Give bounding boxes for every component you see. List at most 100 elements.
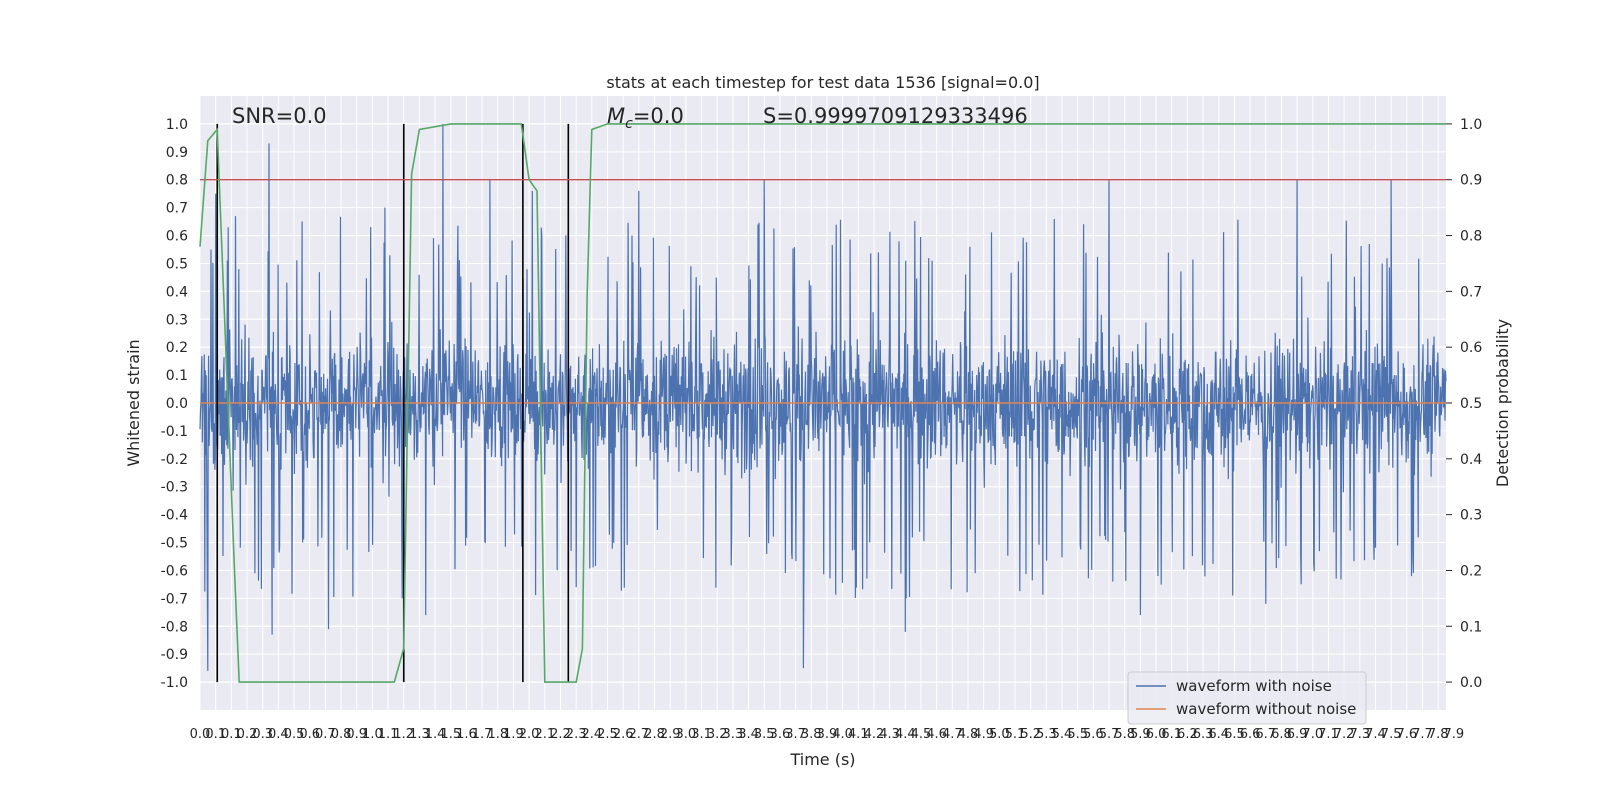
x-tick-labels: 0.00.10.10.20.30.40.50.60.70.80.91.01.11… bbox=[190, 727, 1465, 742]
x-tick-label: 6.1 bbox=[1161, 727, 1182, 742]
x-tick-label: 0.8 bbox=[331, 727, 352, 742]
x-tick-label: 5.8 bbox=[1114, 727, 1135, 742]
x-tick-label: 2.8 bbox=[644, 727, 665, 742]
x-tick-label: 1.4 bbox=[425, 727, 446, 742]
x-tick-label: 4.2 bbox=[864, 727, 885, 742]
x-tick-label: 0.4 bbox=[268, 727, 289, 742]
y-left-tick-label: -0.8 bbox=[161, 619, 188, 635]
x-tick-label: 4.0 bbox=[832, 727, 853, 742]
x-tick-label: 2.7 bbox=[628, 727, 649, 742]
x-tick-label: 0.7 bbox=[315, 727, 336, 742]
x-tick-label: 2.0 bbox=[519, 727, 540, 742]
x-tick-label: 3.4 bbox=[738, 727, 759, 742]
y-axis-left-label: Whitened strain bbox=[124, 339, 143, 466]
snr-annotation: SNR=0.0 bbox=[232, 104, 327, 128]
y-left-tick-label: 0.1 bbox=[166, 368, 188, 384]
x-tick-label: 1.2 bbox=[393, 727, 414, 742]
y-left-tick-label: 0.0 bbox=[166, 396, 188, 412]
y-left-tick-label: 0.8 bbox=[166, 173, 188, 189]
x-tick-label: 2.3 bbox=[566, 727, 587, 742]
y-left-tick-label: 0.5 bbox=[166, 256, 188, 272]
y-left-tick-label: -0.2 bbox=[161, 452, 188, 468]
y-left-tick-labels: 1.0 0.9 0.8 0.7 0.6 0.5 0.4 0.3 0.2 0.1 0.0 -0.1 -0.… bbox=[161, 117, 188, 691]
x-tick-label: 3.2 bbox=[707, 727, 728, 742]
legend: waveform with noise waveform without noi… bbox=[1127, 671, 1367, 725]
x-tick-label: 7.7 bbox=[1412, 727, 1433, 742]
y-right-tick-label: 0.8 bbox=[1460, 229, 1482, 245]
x-tick-label: 4.8 bbox=[958, 727, 979, 742]
x-tick-label: 4.5 bbox=[911, 727, 932, 742]
y-right-tick-label: 0.1 bbox=[1460, 619, 1482, 635]
x-tick-label: 0.1 bbox=[221, 727, 242, 742]
x-tick-label: 1.5 bbox=[440, 727, 461, 742]
x-tick-label: 5.7 bbox=[1099, 727, 1120, 742]
x-tick-label: 1.6 bbox=[456, 727, 477, 742]
x-tick-label: 7.5 bbox=[1381, 727, 1402, 742]
x-tick-label: 3.5 bbox=[754, 727, 775, 742]
x-tick-label: 0.1 bbox=[205, 727, 226, 742]
x-tick-label: 0.0 bbox=[190, 727, 211, 742]
probability-line bbox=[199, 123, 1446, 683]
x-tick-label: 6.4 bbox=[1208, 727, 1229, 742]
legend-box bbox=[1127, 671, 1367, 725]
x-tick-label: 5.0 bbox=[989, 727, 1010, 742]
x-tick-label: 6.0 bbox=[1146, 727, 1167, 742]
x-tick-label: 7.4 bbox=[1365, 727, 1386, 742]
y-left-tick-label: 1.0 bbox=[166, 117, 188, 133]
x-tick-label: 3.0 bbox=[676, 727, 697, 742]
x-tick-label: 1.7 bbox=[472, 727, 493, 742]
vertical-markers bbox=[216, 123, 570, 683]
x-tick-label: 3.3 bbox=[723, 727, 744, 742]
x-tick-label: 4.7 bbox=[942, 727, 963, 742]
y-right-tick-label: 0.7 bbox=[1460, 284, 1482, 300]
mc-symbol: M bbox=[607, 104, 625, 128]
x-tick-label: 6.5 bbox=[1224, 727, 1245, 742]
y-right-tick-label: 0.6 bbox=[1460, 340, 1482, 356]
legend-label-noise: waveform with noise bbox=[1176, 677, 1332, 695]
y-left-tick-label: -1.0 bbox=[161, 675, 188, 691]
y-axis-right-label: Detection probability bbox=[1493, 319, 1512, 487]
x-tick-label: 6.2 bbox=[1177, 727, 1198, 742]
x-tick-label: 0.6 bbox=[299, 727, 320, 742]
x-tick-label: 5.1 bbox=[1005, 727, 1026, 742]
x-tick-label: 0.5 bbox=[284, 727, 305, 742]
x-tick-label: 5.3 bbox=[1036, 727, 1057, 742]
y-right-tick-label: 0.2 bbox=[1460, 563, 1482, 579]
x-tick-label: 4.6 bbox=[926, 727, 947, 742]
y-left-tick-label: 0.3 bbox=[166, 312, 188, 328]
legend-label-clean: waveform without noise bbox=[1176, 700, 1356, 718]
x-tick-label: 5.5 bbox=[1067, 727, 1088, 742]
x-tick-label: 6.3 bbox=[1193, 727, 1214, 742]
x-tick-label: 4.4 bbox=[895, 727, 916, 742]
x-tick-label: 2.6 bbox=[613, 727, 634, 742]
x-tick-label: 6.8 bbox=[1271, 727, 1292, 742]
y-right-tick-label: 0.0 bbox=[1460, 675, 1482, 691]
y-right-tick-label: 0.3 bbox=[1460, 508, 1482, 524]
x-tick-label: 4.9 bbox=[973, 727, 994, 742]
y-left-tick-label: 0.4 bbox=[166, 284, 188, 300]
x-tick-label: 6.7 bbox=[1255, 727, 1276, 742]
x-tick-label: 2.5 bbox=[597, 727, 618, 742]
probability-series bbox=[199, 123, 1446, 683]
x-tick-label: 2.4 bbox=[581, 727, 602, 742]
x-tick-label: 7.2 bbox=[1334, 727, 1355, 742]
y-right-tick-label: 0.4 bbox=[1460, 452, 1482, 468]
x-tick-label: 1.1 bbox=[378, 727, 399, 742]
x-tick-label: 1.0 bbox=[362, 727, 383, 742]
y-left-tick-label: 0.9 bbox=[166, 145, 188, 161]
x-tick-label: 3.9 bbox=[817, 727, 838, 742]
y-left-tick-label: -0.6 bbox=[161, 563, 188, 579]
mc-value: =0.0 bbox=[633, 104, 684, 128]
x-tick-label: 6.6 bbox=[1240, 727, 1261, 742]
mc-subscript: c bbox=[625, 116, 633, 132]
x-tick-label: 3.6 bbox=[770, 727, 791, 742]
x-tick-label: 0.3 bbox=[252, 727, 273, 742]
x-tick-label: 0.9 bbox=[346, 727, 367, 742]
chart-title: stats at each timestep for test data 153… bbox=[606, 73, 1039, 92]
x-tick-label: 7.6 bbox=[1396, 727, 1417, 742]
x-tick-label: 7.9 bbox=[1443, 727, 1464, 742]
y-left-tick-label: -0.4 bbox=[161, 508, 188, 524]
y-right-tick-label: 0.9 bbox=[1460, 173, 1482, 189]
